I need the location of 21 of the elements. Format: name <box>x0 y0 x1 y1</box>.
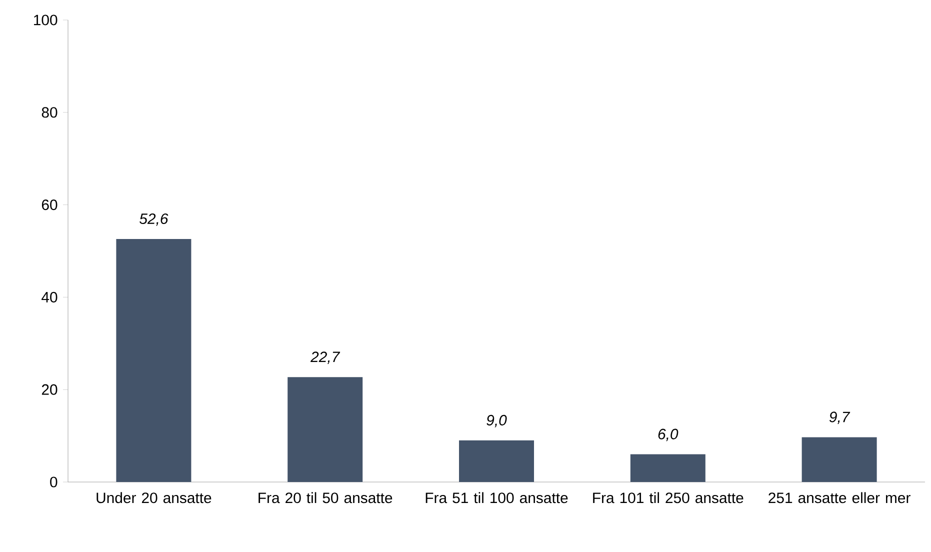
bar <box>459 440 534 482</box>
data-label: 9,7 <box>829 412 850 424</box>
data-label: 22,7 <box>310 352 340 364</box>
x-tick-label: 251 ansatte eller mer <box>768 492 910 504</box>
x-tick-label: Fra 101 til 250 ansatte <box>593 492 744 504</box>
bar <box>802 437 877 482</box>
y-tick-label: 80 <box>42 107 58 118</box>
y-tick-label: 40 <box>42 292 58 302</box>
data-label: 6,0 <box>658 428 678 442</box>
data-label: 52,6 <box>139 213 168 226</box>
y-tick-label: 100 <box>34 14 58 26</box>
x-tick-label: Fra 51 til 100 ansatte <box>426 492 568 504</box>
y-tick-label: 60 <box>42 200 58 210</box>
bar <box>116 238 192 482</box>
bar <box>630 454 706 482</box>
data-label: 9,0 <box>486 414 507 428</box>
bar <box>288 377 363 482</box>
x-tick-label: Fra 20 til 50 ansatte <box>258 492 392 504</box>
x-tick-label: Under 20 ansatte <box>96 492 212 504</box>
y-tick-label: 0 <box>50 476 58 488</box>
y-tick-label: 20 <box>42 384 58 395</box>
